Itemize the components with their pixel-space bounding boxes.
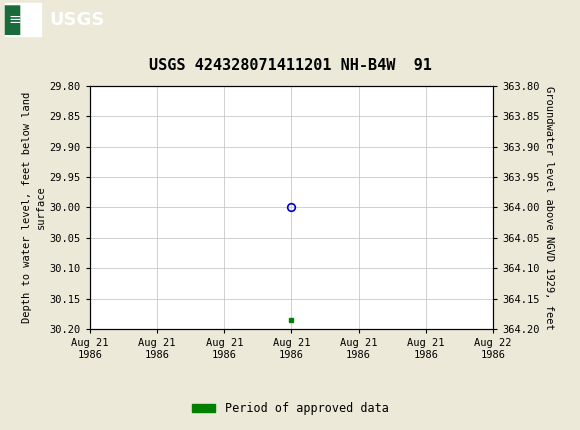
Text: USGS: USGS (49, 11, 104, 29)
Legend: Period of approved data: Period of approved data (187, 397, 393, 420)
Y-axis label: Groundwater level above NGVD 1929, feet: Groundwater level above NGVD 1929, feet (543, 86, 554, 329)
Text: █: █ (5, 5, 20, 35)
Bar (5, 3, 41, 36)
Y-axis label: Depth to water level, feet below land
surface: Depth to water level, feet below land su… (22, 92, 45, 323)
Text: USGS 424328071411201 NH-B4W  91: USGS 424328071411201 NH-B4W 91 (148, 58, 432, 73)
Text: ≡: ≡ (8, 12, 21, 28)
